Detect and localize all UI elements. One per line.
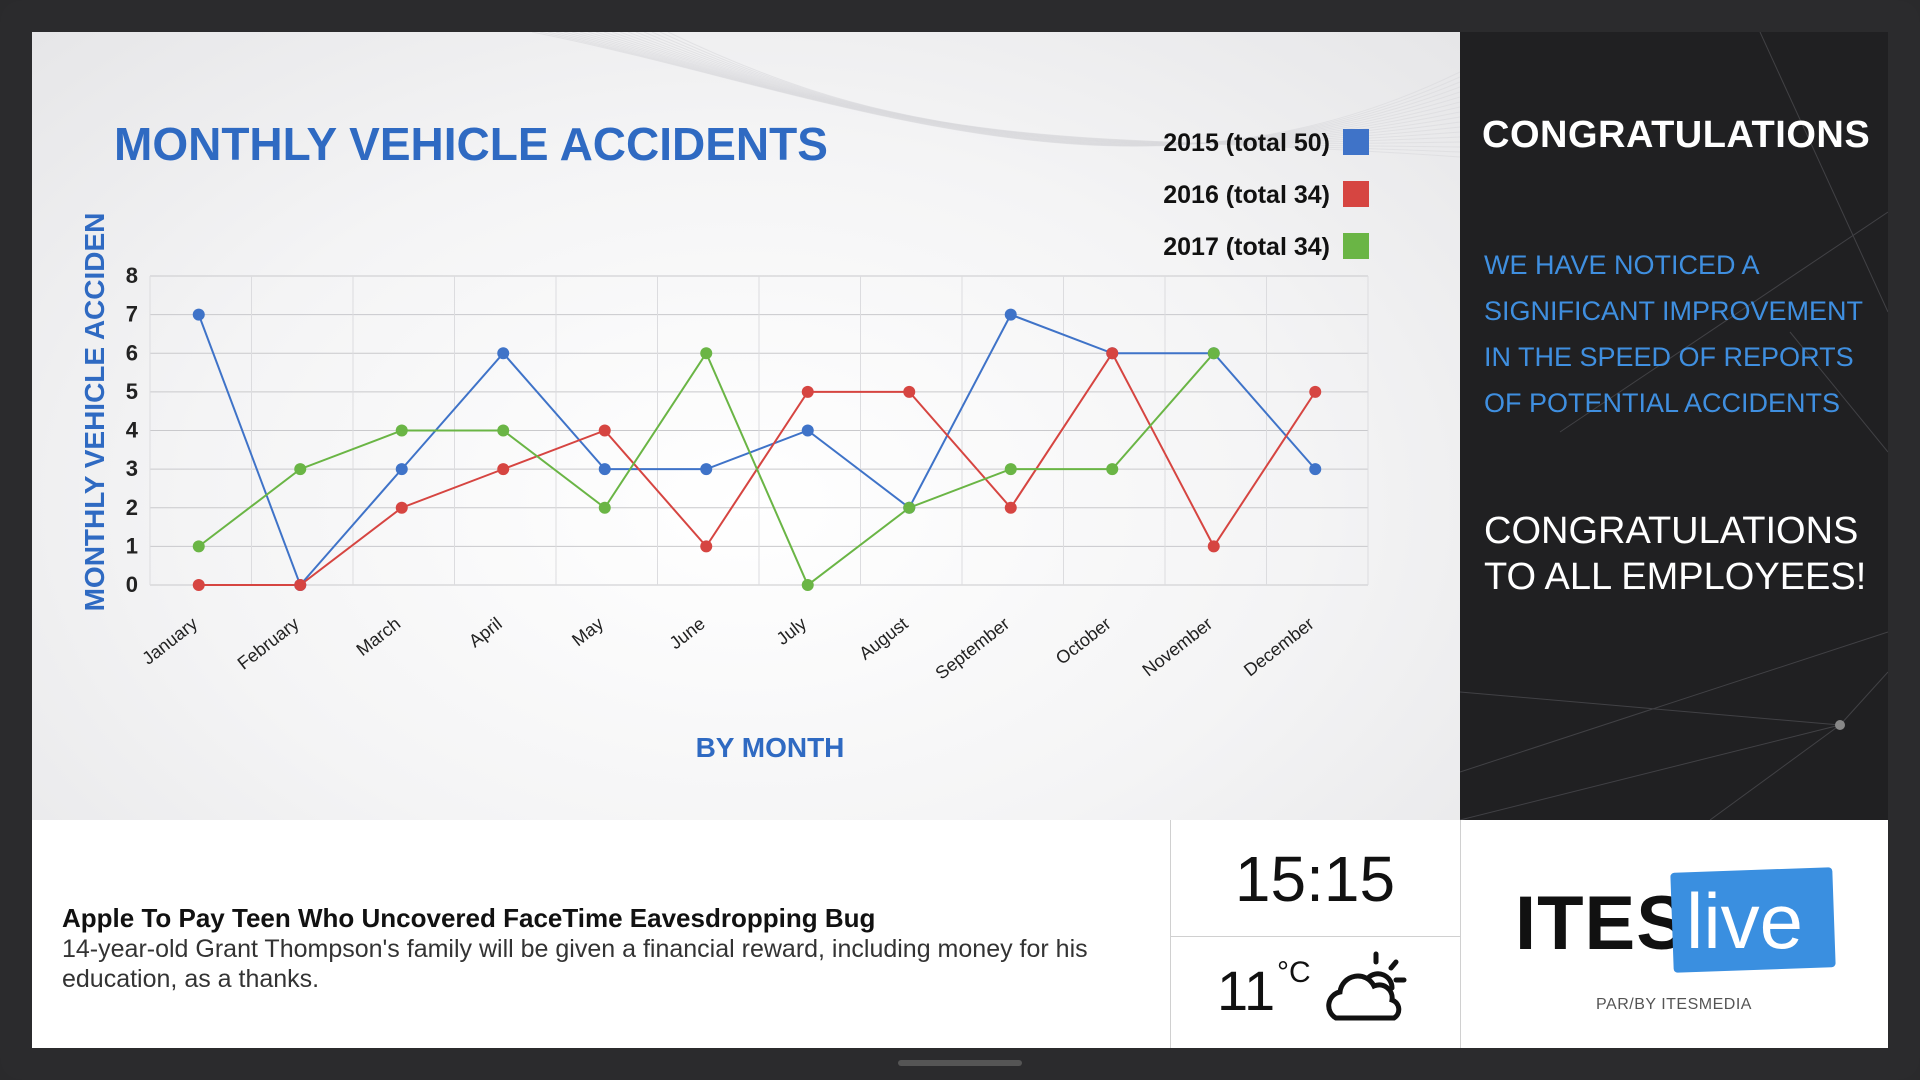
- data-point: [294, 463, 307, 476]
- chart-series-lines: [197, 313, 1317, 587]
- chart-panel: MONTHLY VEHICLE ACCIDENTS BY MONTH MONTH…: [32, 32, 1460, 820]
- y-tick-label: 4: [126, 418, 139, 443]
- data-point: [801, 579, 814, 591]
- data-point: [903, 501, 916, 514]
- data-point: [598, 463, 611, 476]
- y-tick-label: 3: [126, 456, 138, 481]
- legend-swatch: [1343, 181, 1369, 207]
- message-line: WE HAVE NOTICED A: [1484, 250, 1760, 280]
- x-tick-label: July: [773, 613, 811, 648]
- data-point: [700, 347, 713, 360]
- data-point: [192, 579, 205, 591]
- data-point: [903, 385, 916, 398]
- data-point: [192, 308, 205, 321]
- improvement-message: WE HAVE NOTICED A SIGNIFICANT IMPROVEMEN…: [1484, 242, 1884, 426]
- data-point: [598, 424, 611, 437]
- legend-label: 2016 (total 34): [1163, 181, 1330, 209]
- wave-line: [667, 32, 1460, 158]
- clock-time: 15:15: [1234, 843, 1396, 915]
- x-tick-label: April: [465, 613, 506, 651]
- data-point: [1309, 385, 1322, 398]
- x-tick-label: October: [1052, 613, 1115, 668]
- data-point: [1207, 347, 1220, 360]
- divider: [1460, 820, 1461, 1048]
- employees-congrats: CONGRATULATIONS TO ALL EMPLOYEES!: [1484, 508, 1884, 600]
- data-point: [1004, 308, 1017, 321]
- x-tick-label: September: [932, 613, 1014, 683]
- x-tick-label: August: [855, 613, 911, 663]
- divider: [1170, 936, 1460, 937]
- bezel-indicator: [898, 1060, 1022, 1066]
- chart-legend: 2015 (total 50) 2016 (total 34) 2017 (tota…: [1163, 129, 1369, 261]
- x-tick-label: January: [138, 613, 201, 668]
- data-point: [1004, 463, 1017, 476]
- network-lines-decoration: [1460, 32, 1888, 820]
- data-point: [700, 540, 713, 553]
- background-waves: [531, 32, 1460, 158]
- legend-swatch: [1343, 129, 1369, 155]
- y-axis-label: MONTHLY VEHICLE ACCIDEN: [79, 213, 110, 612]
- data-point: [1309, 463, 1322, 476]
- x-tick-label: November: [1138, 613, 1216, 680]
- series-line: [197, 313, 1317, 587]
- chart-series-points: [192, 308, 1322, 591]
- y-tick-label: 5: [126, 379, 138, 404]
- data-point: [497, 347, 510, 360]
- chart-title: MONTHLY VEHICLE ACCIDENTS: [114, 118, 828, 170]
- congratulations-panel: CONGRATULATIONS WE HAVE NOTICED A SIGNIF…: [1460, 32, 1888, 820]
- message-line: IN THE SPEED OF REPORTS: [1484, 342, 1854, 372]
- signage-screen: MONTHLY VEHICLE ACCIDENTS BY MONTH MONTH…: [32, 32, 1888, 1048]
- y-tick-label: 0: [126, 572, 138, 597]
- x-tick-label: March: [352, 613, 404, 660]
- data-point: [192, 540, 205, 553]
- partly-cloudy-icon: [1326, 951, 1407, 1021]
- message-line: OF POTENTIAL ACCIDENTS: [1484, 388, 1841, 418]
- y-axis-ticks: 0 1 2 3 4 5 6 7 8: [126, 263, 139, 597]
- x-axis-label: BY MONTH: [696, 732, 845, 763]
- logo-ites: ITES: [1515, 881, 1688, 966]
- message-line: SIGNIFICANT IMPROVEMENT: [1484, 296, 1864, 326]
- y-tick-label: 8: [126, 263, 138, 288]
- legend-swatch: [1343, 233, 1369, 259]
- accidents-line-chart: MONTHLY VEHICLE ACCIDENTS BY MONTH MONTH…: [79, 32, 1460, 763]
- x-tick-label: June: [666, 613, 709, 653]
- y-tick-label: 6: [126, 340, 138, 365]
- data-point: [1004, 501, 1017, 514]
- y-tick-label: 7: [126, 302, 138, 327]
- y-tick-label: 2: [126, 495, 138, 520]
- logo-tagline: PAR/BY ITESMEDIA: [1596, 996, 1752, 1013]
- data-point: [1106, 347, 1119, 360]
- side-title: CONGRATULATIONS: [1482, 114, 1871, 156]
- data-point: [497, 424, 510, 437]
- data-point: [1207, 540, 1220, 553]
- data-point: [294, 579, 307, 591]
- data-point: [395, 424, 408, 437]
- data-point: [700, 463, 713, 476]
- news-item: Apple To Pay Teen Who Uncovered FaceTime…: [62, 902, 1142, 994]
- temperature-unit: °C: [1277, 956, 1311, 989]
- divider: [1170, 820, 1171, 1048]
- x-tick-label: December: [1240, 613, 1318, 680]
- data-point: [1106, 463, 1119, 476]
- x-tick-label: May: [568, 613, 607, 650]
- x-axis-ticks: January February March April May June July Augu…: [138, 613, 1317, 683]
- data-point: [497, 463, 510, 476]
- data-point: [395, 501, 408, 514]
- congrats-line: CONGRATULATIONS: [1484, 510, 1859, 552]
- logo-live: live: [1686, 877, 1804, 965]
- temperature-value: 11: [1217, 959, 1276, 1022]
- legend-label: 2015 (total 50): [1163, 129, 1330, 157]
- chart-grid: [149, 275, 1369, 586]
- data-point: [395, 463, 408, 476]
- congrats-line: TO ALL EMPLOYEES!: [1484, 556, 1867, 598]
- news-body: 14-year-old Grant Thompson's family will…: [62, 935, 1088, 993]
- bottom-ticker-bar: Apple To Pay Teen Who Uncovered FaceTime…: [32, 820, 1888, 1048]
- legend-label: 2017 (total 34): [1163, 233, 1330, 261]
- data-point: [598, 501, 611, 514]
- data-point: [801, 385, 814, 398]
- x-tick-label: February: [234, 613, 303, 673]
- y-tick-label: 1: [126, 533, 138, 558]
- data-point: [801, 424, 814, 437]
- news-headline: Apple To Pay Teen Who Uncovered FaceTime…: [62, 903, 876, 933]
